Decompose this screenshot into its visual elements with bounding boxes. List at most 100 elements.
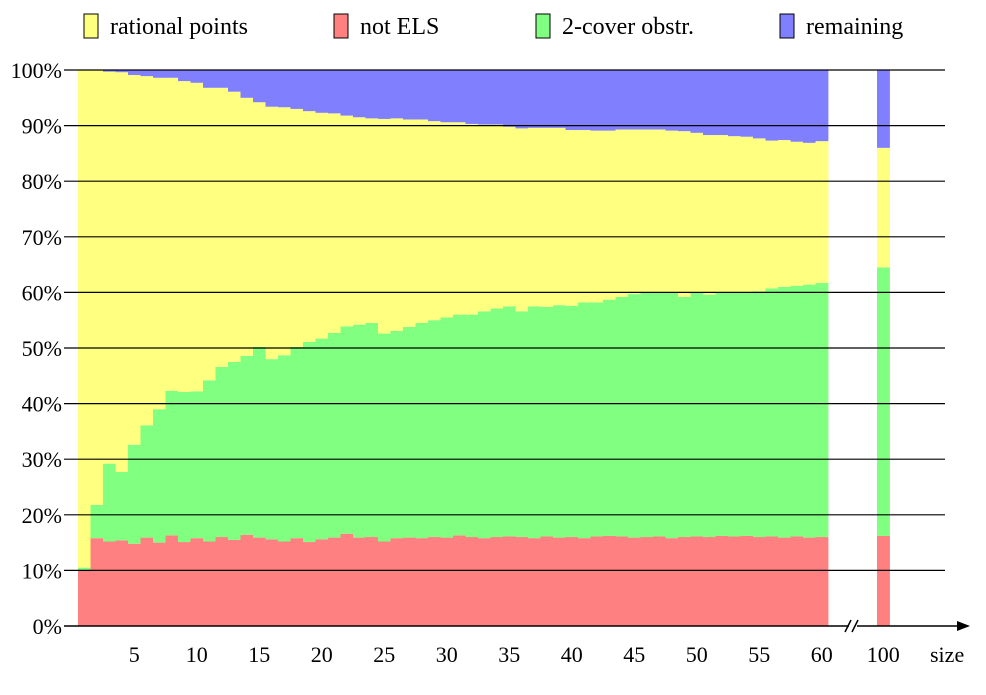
bar-2-cover-obstr-40 xyxy=(565,305,579,538)
bar-remaining-17 xyxy=(278,70,291,108)
bar-2-cover-obstr-9 xyxy=(178,391,191,543)
bar-not-els-32 xyxy=(465,537,479,626)
bar-2-cover-obstr-42 xyxy=(590,302,604,537)
bar-2-cover-obstr-27 xyxy=(403,326,416,538)
bar-2-cover-obstr-31 xyxy=(453,314,466,536)
bar-2-cover-obstr-10 xyxy=(190,391,204,539)
bar-2-cover-obstr-22 xyxy=(340,326,354,534)
bar-remaining-51 xyxy=(703,70,716,136)
bar-not-els-27 xyxy=(403,537,416,626)
legend-label-2-cover-obstr: 2-cover obstr. xyxy=(562,14,694,40)
bar-rational-points-3 xyxy=(103,71,116,464)
bar-remaining-24 xyxy=(365,70,379,119)
bar-not-els-52 xyxy=(715,535,729,626)
bar-2-cover-obstr-45 xyxy=(628,294,641,538)
bar-rational-points-24 xyxy=(365,118,379,323)
bar-2-cover-obstr-39 xyxy=(553,305,566,538)
bar-rational-points-52 xyxy=(715,135,729,293)
bar-rational-points-13 xyxy=(228,91,241,362)
bar-remaining-18 xyxy=(290,70,304,109)
bar-rational-points-39 xyxy=(553,127,566,306)
x-tick-label-50: 50 xyxy=(686,642,708,667)
bars-layer xyxy=(78,70,890,626)
bar-remaining-25 xyxy=(378,70,391,119)
legend-label-rational-points: rational points xyxy=(110,14,248,40)
bar-not-els-6 xyxy=(140,537,154,626)
x-tick-label-45: 45 xyxy=(623,642,645,667)
bar-rational-points-42 xyxy=(590,130,604,303)
legend: rational points not ELS 2-cover obstr. r… xyxy=(83,13,903,40)
bar-2-cover-obstr-12 xyxy=(215,366,229,538)
bar-remaining-16 xyxy=(265,70,279,107)
bar-remaining-7 xyxy=(153,70,166,78)
bar-rational-points-40 xyxy=(565,130,579,306)
bar-not-els-22 xyxy=(340,533,354,626)
bar-rational-points-1 xyxy=(78,70,91,568)
bar-remaining-23 xyxy=(353,70,366,118)
bar-rational-points-16 xyxy=(265,106,279,360)
bar-not-els-58 xyxy=(790,536,804,626)
bar-2-cover-obstr-7 xyxy=(153,409,166,543)
bar-2-cover-obstr-28 xyxy=(415,322,429,539)
bar-remaining-39 xyxy=(553,70,566,128)
bar-2-cover-obstr-58 xyxy=(790,285,804,537)
bar-2-cover-obstr-60 xyxy=(815,282,829,538)
bar-not-els-53 xyxy=(728,536,741,626)
bar-2-cover-obstr-34 xyxy=(490,308,504,538)
bar-remaining-19 xyxy=(303,70,316,112)
bar-rational-points-44 xyxy=(615,129,629,297)
bar-rational-points-37 xyxy=(528,127,541,307)
bar-2-cover-obstr-24 xyxy=(365,322,379,538)
bar-remaining-43 xyxy=(603,70,616,131)
bar-not-els-100 xyxy=(877,535,890,626)
bar-remaining-52 xyxy=(715,70,729,136)
bar-rational-points-60 xyxy=(815,141,829,283)
bar-not-els-35 xyxy=(503,536,516,626)
bar-rational-points-50 xyxy=(690,132,704,293)
legend-label-not-els: not ELS xyxy=(360,14,439,40)
bar-not-els-3 xyxy=(103,541,116,626)
bar-rational-points-14 xyxy=(240,97,254,356)
bar-remaining-13 xyxy=(228,70,241,92)
bar-remaining-4 xyxy=(115,70,129,73)
bar-2-cover-obstr-47 xyxy=(653,292,666,537)
bar-remaining-46 xyxy=(640,70,654,130)
bar-rational-points-46 xyxy=(640,129,654,293)
x-tick-label-10: 10 xyxy=(186,642,208,667)
y-tick-label-80: 80% xyxy=(22,169,62,194)
bar-not-els-50 xyxy=(690,536,704,626)
bar-2-cover-obstr-14 xyxy=(240,355,254,535)
bar-not-els-5 xyxy=(128,543,141,626)
bar-rational-points-36 xyxy=(515,128,529,312)
bar-remaining-42 xyxy=(590,70,604,131)
bar-2-cover-obstr-36 xyxy=(515,311,529,538)
bar-2-cover-obstr-1 xyxy=(78,567,91,571)
bar-2-cover-obstr-37 xyxy=(528,306,541,539)
bar-rational-points-30 xyxy=(440,122,454,318)
bar-2-cover-obstr-16 xyxy=(265,359,279,540)
bar-2-cover-obstr-43 xyxy=(603,299,616,536)
bar-not-els-17 xyxy=(278,541,291,626)
bar-rational-points-34 xyxy=(490,124,504,309)
bar-remaining-33 xyxy=(478,70,491,125)
bar-not-els-38 xyxy=(540,536,554,626)
bar-rational-points-4 xyxy=(115,72,129,472)
bar-not-els-48 xyxy=(665,538,679,626)
bar-remaining-57 xyxy=(778,70,791,141)
bar-2-cover-obstr-29 xyxy=(428,320,441,538)
x-axis-ticks: 5 10 15 20 25 30 35 40 45 50 55 60 100 xyxy=(129,642,900,667)
bar-2-cover-obstr-41 xyxy=(578,302,591,539)
bar-rational-points-43 xyxy=(603,130,616,300)
bar-rational-points-12 xyxy=(215,87,229,367)
bar-rational-points-47 xyxy=(653,129,666,293)
bar-remaining-58 xyxy=(790,70,804,142)
bar-not-els-33 xyxy=(478,538,491,626)
bar-2-cover-obstr-49 xyxy=(678,296,691,538)
bar-remaining-54 xyxy=(740,70,754,137)
bar-remaining-36 xyxy=(515,70,529,129)
y-axis-ticks: 0% 10% 20% 30% 40% 50% 60% 70% 80% 90% 100% xyxy=(11,58,62,639)
bar-2-cover-obstr-100 xyxy=(877,267,890,536)
bar-2-cover-obstr-53 xyxy=(728,291,741,537)
bar-not-els-23 xyxy=(353,537,366,626)
